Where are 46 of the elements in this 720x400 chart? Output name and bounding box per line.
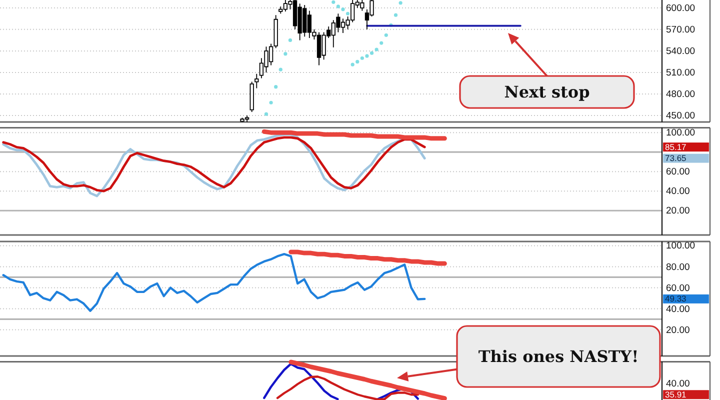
point — [370, 51, 374, 55]
point — [346, 12, 350, 16]
candlestick — [250, 81, 254, 112]
point — [269, 100, 273, 104]
y-tick-label: 60.00 — [666, 282, 690, 294]
y-tick-label: 600.00 — [666, 2, 696, 14]
y-tick-label: 480.00 — [666, 89, 696, 100]
y-tick-label: 20.00 — [666, 206, 690, 217]
point — [341, 8, 345, 12]
point — [288, 38, 292, 42]
candlestick — [254, 73, 259, 89]
point — [350, 62, 354, 66]
text: 35.91 — [665, 389, 687, 400]
point — [360, 56, 364, 60]
point — [394, 13, 398, 17]
point — [384, 33, 388, 37]
y-tick-label: 60.00 — [666, 166, 690, 178]
text: 73.65 — [665, 153, 687, 163]
annotation: Next stop — [504, 82, 590, 102]
y-tick-label: 20.00 — [666, 324, 690, 336]
y-tick-label: 450.00 — [666, 110, 696, 122]
point — [336, 4, 340, 8]
point — [278, 68, 282, 72]
y-tick-label: 540.00 — [666, 46, 696, 57]
y-tick-label: 40.00 — [666, 304, 690, 315]
point — [380, 41, 384, 45]
point — [365, 54, 369, 58]
point — [264, 112, 268, 116]
y-tick-label: 100.00 — [666, 128, 696, 139]
y-tick-label: 510.00 — [666, 68, 696, 79]
point — [274, 85, 278, 89]
y-tick-label: 40.00 — [666, 186, 690, 198]
y-tick-label: 80.00 — [666, 262, 690, 273]
line-series — [2, 253, 426, 312]
text: 49.33 — [665, 294, 687, 304]
point — [356, 60, 360, 64]
line-series — [288, 250, 447, 266]
annotation: This ones NASTY! — [478, 347, 639, 366]
point — [332, 0, 336, 4]
y-tick-label: 100.00 — [666, 240, 696, 252]
point — [374, 48, 378, 52]
text: 85.17 — [665, 142, 687, 152]
point — [284, 52, 288, 56]
point — [398, 1, 402, 5]
y-tick-label: 570.00 — [666, 24, 696, 36]
line-series — [262, 129, 447, 141]
